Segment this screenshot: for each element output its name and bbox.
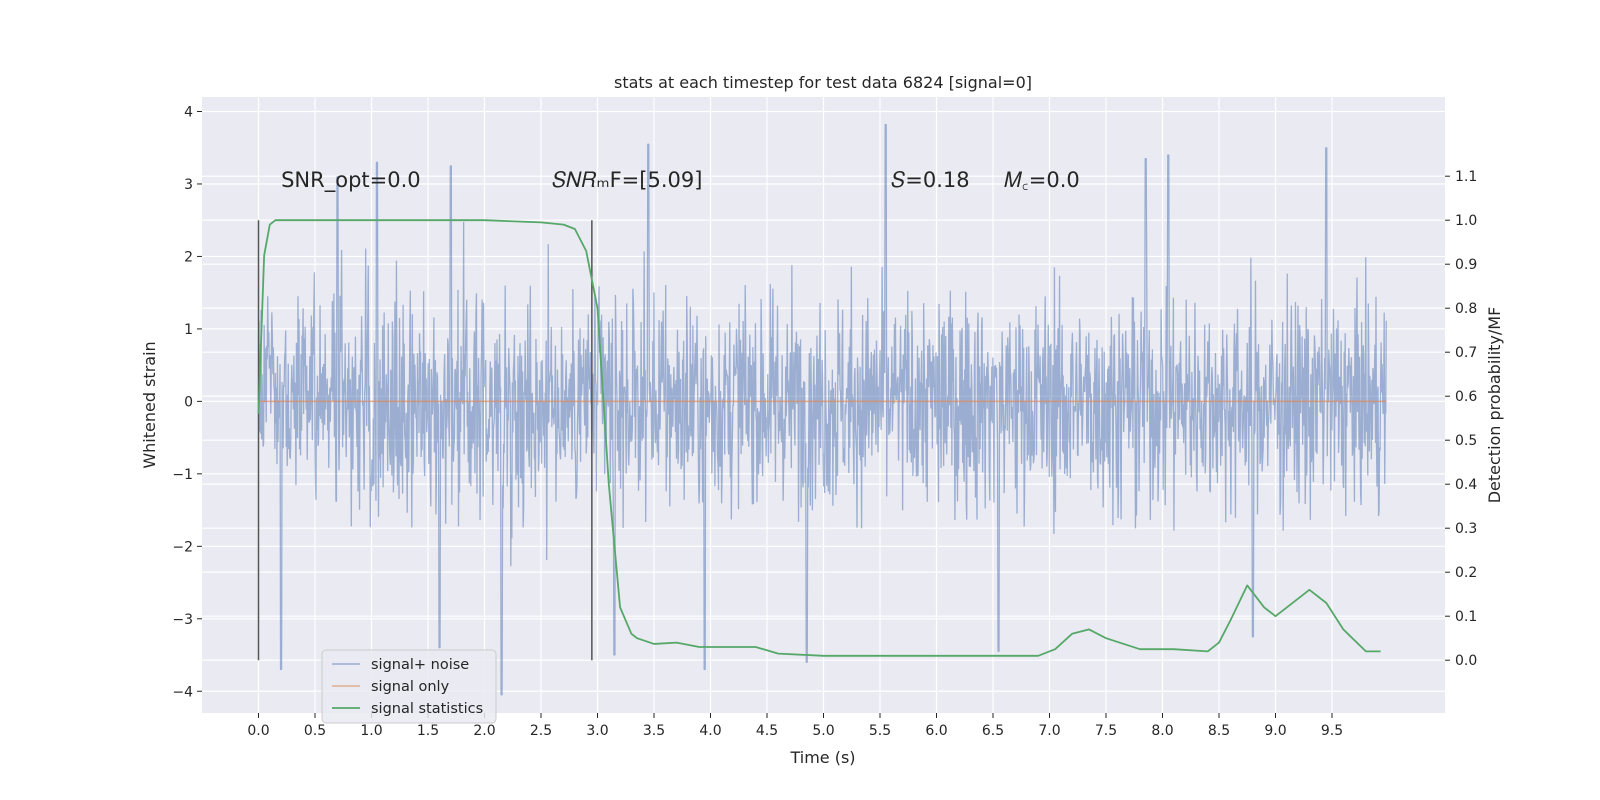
y2-axis-label: Detection probability/MF — [1485, 307, 1504, 504]
x-tick-label: 5.5 — [869, 723, 891, 739]
legend: signal+ noise signal only signal statist… — [321, 649, 497, 724]
y-tick-label: 2 — [184, 249, 193, 265]
chart-title: stats at each timestep for test data 682… — [614, 73, 1032, 92]
y2-tick-label: 0.3 — [1455, 521, 1477, 537]
legend-label: signal only — [371, 679, 450, 695]
annotations: SNR_opt=0.0 𝑆𝑁𝑅ₘF=[5.09] 𝑆=0.18 𝑀꜀=0.0 — [281, 168, 1080, 193]
y2-tick-label: 0.9 — [1455, 257, 1477, 273]
x-axis-ticks: 0.0 0.5 1.0 1.5 2.0 2.5 3.0 3.5 4.0 4.5 5.0 5.5 6.0 6… — [247, 713, 1343, 739]
y-tick-label: −2 — [172, 539, 193, 555]
x-tick-label: 5.0 — [812, 723, 834, 739]
y2-tick-label: 0.8 — [1455, 301, 1477, 317]
vertical-markers — [257, 220, 593, 661]
annotation-text: 𝑆=0.18 — [891, 168, 969, 192]
x-tick-label: 2.0 — [473, 723, 495, 739]
x-tick-label: 9.5 — [1321, 723, 1343, 739]
y-tick-label: 0 — [184, 394, 193, 410]
y-tick-label: 1 — [184, 322, 193, 338]
y2-tick-label: 0.2 — [1455, 565, 1477, 581]
legend-box — [321, 649, 497, 724]
x-tick-label: 0.0 — [247, 723, 269, 739]
y2-tick-label: 0.4 — [1455, 477, 1477, 493]
legend-item-signal-plus-noise: signal+ noise — [332, 657, 469, 673]
y-tick-label: −3 — [172, 612, 193, 628]
legend-label: signal+ noise — [371, 657, 469, 673]
y2-tick-label: 0.1 — [1455, 609, 1477, 625]
x-tick-label: 6.0 — [925, 723, 947, 739]
x-tick-label: 1.5 — [417, 723, 439, 739]
x-tick-label: 7.5 — [1095, 723, 1117, 739]
x-tick-label: 0.5 — [304, 723, 326, 739]
x-tick-label: 1.0 — [360, 723, 382, 739]
y2-tick-label: 0.0 — [1455, 653, 1477, 669]
y-tick-label: 3 — [184, 177, 193, 193]
x-axis-label: Time (s) — [789, 748, 855, 767]
x-tick-label: 6.5 — [982, 723, 1004, 739]
x-tick-label: 7.0 — [1038, 723, 1060, 739]
y-tick-label: 4 — [184, 104, 193, 120]
y-tick-label: −1 — [172, 467, 193, 483]
signal-statistics-line — [257, 219, 1381, 657]
x-tick-label: 4.5 — [756, 723, 778, 739]
x-tick-label: 2.5 — [530, 723, 552, 739]
y2-tick-label: 0.5 — [1455, 433, 1477, 449]
x-tick-label: 8.0 — [1151, 723, 1173, 739]
annotation-text: SNR_opt=0.0 — [281, 168, 421, 193]
y2-tick-label: 0.6 — [1455, 389, 1477, 405]
y2-tick-label: 0.7 — [1455, 345, 1477, 361]
y2-tick-label: 1.1 — [1455, 169, 1477, 185]
legend-label: signal statistics — [371, 701, 483, 717]
annotation-text: 𝑀꜀=0.0 — [1004, 168, 1079, 192]
y2-axis-ticks: 0.0 0.1 0.2 0.3 0.4 0.5 0.6 0.7 0.8 0.9 1.0 1.1 — [1445, 169, 1477, 669]
signal-plus-noise-line — [257, 123, 1387, 696]
signal-plus-noise-series — [257, 123, 1387, 696]
x-tick-label: 3.0 — [586, 723, 608, 739]
x-tick-label: 9.0 — [1264, 723, 1286, 739]
annotation-text: 𝑆𝑁𝑅ₘF=[5.09] — [552, 168, 702, 192]
x-tick-label: 3.5 — [643, 723, 665, 739]
y-tick-label: −4 — [172, 684, 193, 700]
y-axis-ticks: −4 −3 −2 −1 0 1 2 3 4 — [172, 104, 202, 700]
signal-statistics-series — [257, 219, 1381, 657]
legend-item-signal-only: signal only — [332, 679, 450, 695]
legend-item-signal-statistics: signal statistics — [332, 701, 483, 717]
y2-tick-label: 1.0 — [1455, 213, 1477, 229]
x-tick-label: 8.5 — [1208, 723, 1230, 739]
y-axis-label: Whitened strain — [140, 341, 159, 468]
x-tick-label: 4.0 — [699, 723, 721, 739]
